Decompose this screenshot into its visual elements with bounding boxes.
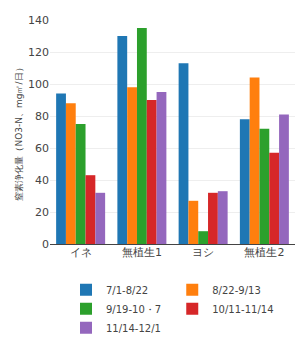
- svg-text:40: 40: [35, 174, 49, 187]
- svg-text:20: 20: [35, 206, 49, 219]
- svg-text:140: 140: [28, 14, 49, 27]
- svg-text:無植生1: 無植生1: [122, 246, 162, 259]
- svg-text:窒素浄化量（NO3-N、mg㎡/日）: 窒素浄化量（NO3-N、mg㎡/日）: [14, 63, 24, 200]
- svg-text:イネ: イネ: [70, 246, 92, 259]
- svg-text:ヨシ: ヨシ: [192, 246, 214, 259]
- svg-text:11/14-12/1: 11/14-12/1: [106, 323, 161, 334]
- svg-text:60: 60: [35, 142, 49, 155]
- svg-text:10/11-11/14: 10/11-11/14: [212, 304, 273, 315]
- svg-text:0: 0: [42, 238, 49, 251]
- svg-text:120: 120: [28, 46, 49, 59]
- svg-text:100: 100: [28, 78, 49, 91]
- svg-text:9/19-10・7: 9/19-10・7: [106, 304, 161, 315]
- svg-text:無植生2: 無植生2: [244, 246, 284, 259]
- svg-text:7/1-8/22: 7/1-8/22: [106, 285, 148, 296]
- svg-text:80: 80: [35, 110, 49, 123]
- svg-text:8/22-9/13: 8/22-9/13: [212, 285, 261, 296]
